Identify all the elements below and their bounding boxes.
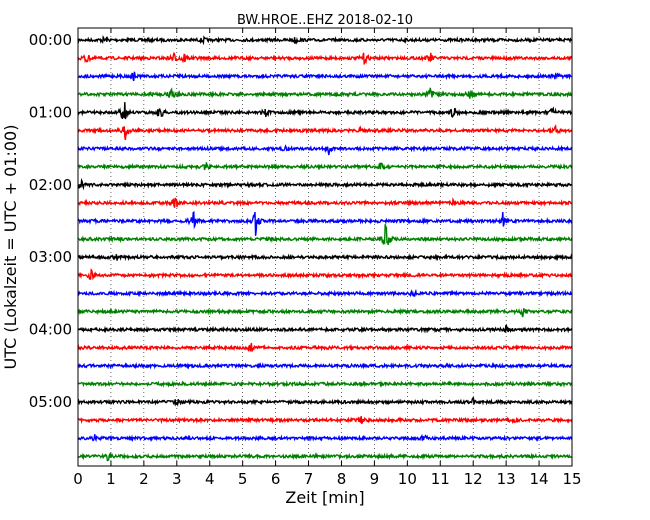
y-tick-label: 04:00 bbox=[29, 321, 72, 339]
trace-row bbox=[77, 51, 573, 65]
y-tick-label: 00:00 bbox=[29, 31, 72, 49]
trace-row bbox=[77, 288, 573, 298]
y-tick-label: 03:00 bbox=[29, 248, 72, 266]
trace-row bbox=[77, 197, 573, 208]
trace-row bbox=[77, 342, 573, 352]
trace-row bbox=[77, 162, 573, 171]
trace-row bbox=[77, 433, 573, 443]
x-tick-label: 1 bbox=[106, 470, 116, 488]
trace-row bbox=[77, 416, 573, 425]
x-tick-label: 2 bbox=[139, 470, 149, 488]
trace-row bbox=[77, 452, 573, 462]
trace-row bbox=[77, 144, 573, 156]
x-tick-label: 10 bbox=[398, 470, 417, 488]
trace-row bbox=[77, 211, 573, 236]
trace-row bbox=[77, 307, 573, 318]
x-tick-label: 3 bbox=[172, 470, 182, 488]
plot-frame bbox=[77, 27, 573, 467]
trace-row bbox=[77, 177, 573, 191]
x-tick-label: 4 bbox=[205, 470, 215, 488]
y-tick-label: 05:00 bbox=[29, 393, 72, 411]
trace-row bbox=[77, 71, 572, 82]
trace-row bbox=[77, 361, 573, 370]
x-tick-label: 14 bbox=[530, 470, 549, 488]
x-tick-label: 13 bbox=[497, 470, 516, 488]
trace-row bbox=[77, 224, 573, 246]
x-tick-label: 0 bbox=[73, 470, 83, 488]
x-tick-label: 12 bbox=[464, 470, 483, 488]
y-tick-label: 01:00 bbox=[29, 103, 72, 121]
trace-row bbox=[77, 268, 573, 281]
x-tick-label: 5 bbox=[238, 470, 248, 488]
trace-row bbox=[77, 124, 573, 141]
x-tick-label: 8 bbox=[337, 470, 347, 488]
x-axis-ticks: 0 1 2 3 4 5 6 7 8 9 10 11 12 13 14 15 bbox=[73, 28, 582, 488]
seismic-traces bbox=[77, 34, 573, 462]
x-tick-label: 15 bbox=[562, 470, 581, 488]
trace-row bbox=[78, 324, 573, 334]
trace-row bbox=[77, 253, 573, 262]
y-axis-ticks: 00:00 01:00 02:00 03:00 04:00 05:00 bbox=[29, 31, 572, 411]
trace-row bbox=[77, 396, 573, 407]
x-axis-label: Zeit [min] bbox=[285, 488, 364, 507]
x-tick-label: 6 bbox=[271, 470, 281, 488]
x-tick-label: 9 bbox=[370, 470, 380, 488]
x-tick-label: 11 bbox=[431, 470, 450, 488]
trace-row bbox=[77, 87, 573, 99]
y-tick-label: 02:00 bbox=[29, 176, 72, 194]
y-axis-label: UTC (Lokalzeit = UTC + 01:00) bbox=[1, 125, 20, 370]
chart-title: BW.HROE..EHZ 2018-02-10 bbox=[237, 13, 413, 28]
x-tick-label: 7 bbox=[304, 470, 314, 488]
trace-row bbox=[77, 380, 573, 388]
trace-row bbox=[77, 34, 573, 46]
trace-row bbox=[77, 102, 573, 120]
